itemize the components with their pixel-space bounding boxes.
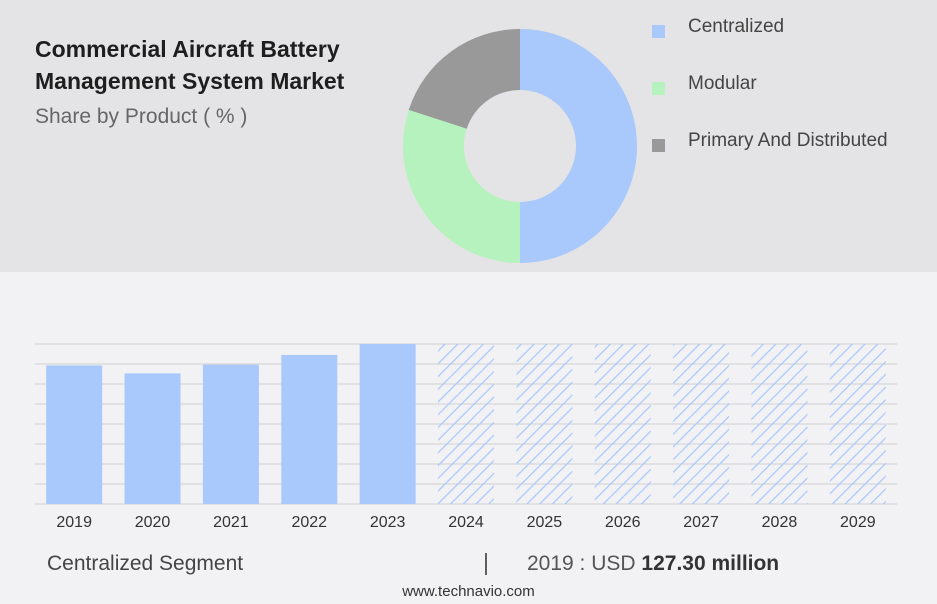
x-tick-label-2027: 2027 [683, 514, 719, 531]
x-tick-label-2020: 2020 [135, 514, 171, 531]
footer-stat-prefix: 2019 : USD [527, 552, 636, 575]
footer-divider: | [483, 549, 489, 575]
legend-label-centralized: Centralized [688, 16, 785, 37]
footer-stat-value: 127.30 million [641, 552, 780, 575]
donut-slice-modular [402, 109, 520, 264]
legend-swatch-primary-distributed [652, 139, 665, 152]
x-tick-label-2028: 2028 [762, 514, 798, 531]
legend-label-modular: Modular [688, 73, 757, 94]
x-tick-label-2029: 2029 [840, 514, 876, 531]
x-tick-label-2024: 2024 [448, 514, 484, 531]
forecast-bar-2029 [829, 344, 886, 504]
forecast-bar-2028 [751, 344, 808, 504]
bar-2023 [359, 344, 416, 504]
x-tick-label-2022: 2022 [291, 514, 327, 531]
x-tick-label-2019: 2019 [56, 514, 92, 531]
donut-slice-centralized [520, 29, 637, 263]
forecast-bar-2026 [594, 344, 651, 504]
bar-2022 [281, 354, 338, 504]
legend-swatch-modular [652, 82, 665, 95]
chart-subtitle: Share by Product ( % ) [35, 105, 248, 128]
bar-2020 [124, 373, 181, 504]
chart-title: Commercial Aircraft Battery Management S… [35, 36, 345, 94]
forecast-bar-2025 [516, 344, 573, 504]
footer-stat: 2019 : USD 127.30 million [527, 552, 779, 576]
x-tick-label-2021: 2021 [213, 514, 249, 531]
donut-slice-primary-and-distributed [408, 29, 520, 129]
footer-segment-label: Centralized Segment [47, 552, 244, 575]
legend-label-primary-distributed: Primary And Distributed [688, 130, 888, 151]
forecast-bar-2024 [438, 344, 494, 504]
x-tick-label-2023: 2023 [370, 514, 406, 531]
bar-chart: 2019 2020 2021 2022 2023 2024 2025 2026 2027 2028… [35, 343, 897, 531]
donut-chart [402, 29, 637, 264]
legend-swatch-centralized [652, 25, 665, 38]
bar-2021 [202, 364, 259, 504]
x-tick-label-2026: 2026 [605, 514, 641, 531]
bar-2019 [46, 365, 103, 504]
x-tick-label-2025: 2025 [527, 514, 563, 531]
source-url: www.technavio.com [402, 583, 535, 600]
forecast-bar-2027 [673, 344, 730, 504]
